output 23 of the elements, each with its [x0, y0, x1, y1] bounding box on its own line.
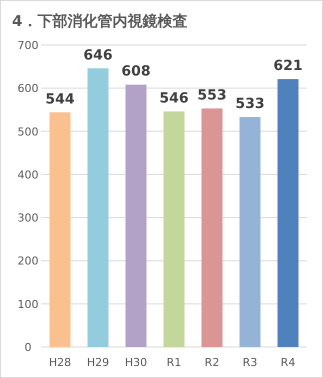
- title: 4．下部消化管内視鏡検査: [12, 12, 188, 30]
- y-tick-label: 700: [18, 39, 38, 52]
- x-tick-label: R3: [242, 356, 258, 369]
- y-tick-label: 300: [18, 212, 38, 225]
- y-tick-label: 500: [18, 125, 38, 138]
- x-tick-label: H29: [86, 356, 110, 369]
- x-tick-label: H28: [48, 356, 72, 369]
- data-label: 646: [83, 47, 113, 64]
- data-label: 533: [235, 96, 265, 112]
- data-label: 608: [121, 64, 151, 80]
- x-tick-label: R4: [280, 356, 296, 369]
- x-tick-label: R1: [166, 356, 182, 369]
- y-tick-label: 200: [18, 254, 38, 268]
- data-label: 544: [45, 91, 75, 108]
- data-label: 546: [159, 90, 189, 106]
- y-tick-label: 400: [18, 168, 38, 182]
- data-label: 553: [197, 87, 227, 104]
- data-label: 621: [273, 58, 303, 74]
- y-tick-label: 100: [18, 298, 38, 311]
- y-tick-label: 600: [18, 82, 38, 96]
- x-tick-label: H30: [124, 356, 148, 369]
- x-tick-label: R2: [204, 356, 220, 369]
- y-tick-label: 0: [24, 341, 32, 354]
